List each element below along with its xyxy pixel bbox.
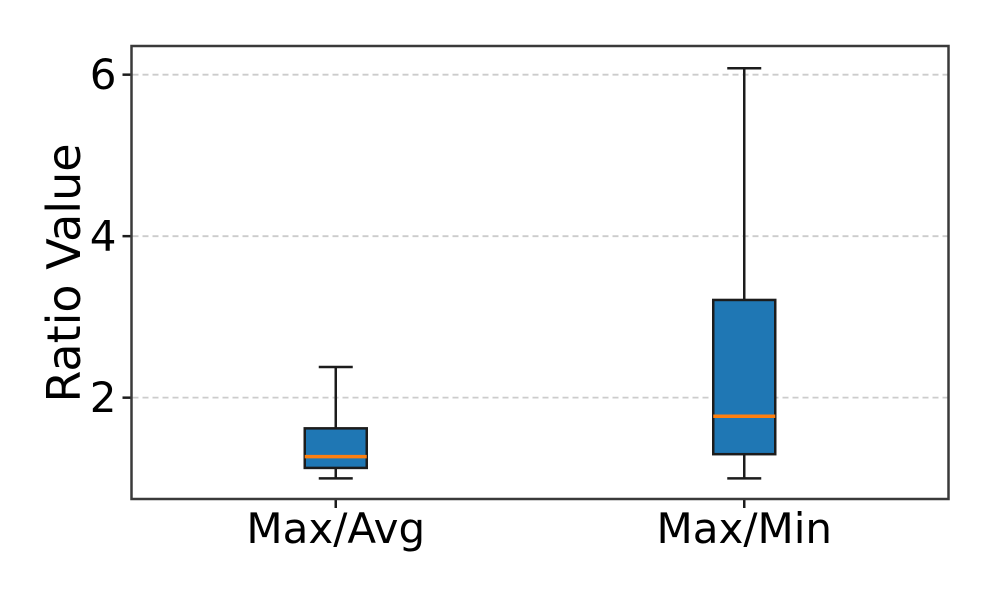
y-tick-label: 2 [90, 373, 117, 422]
x-tick-label-max-min: Max/Min [656, 504, 832, 553]
x-tick-label-max-avg: Max/Avg [246, 504, 425, 553]
y-axis-label: Ratio Value [37, 143, 91, 403]
plot-frame [130, 44, 950, 501]
y-tick-label: 4 [90, 212, 117, 261]
box-max-min [712, 298, 777, 456]
box-max-avg [303, 427, 368, 470]
y-tick-label: 6 [90, 50, 117, 99]
